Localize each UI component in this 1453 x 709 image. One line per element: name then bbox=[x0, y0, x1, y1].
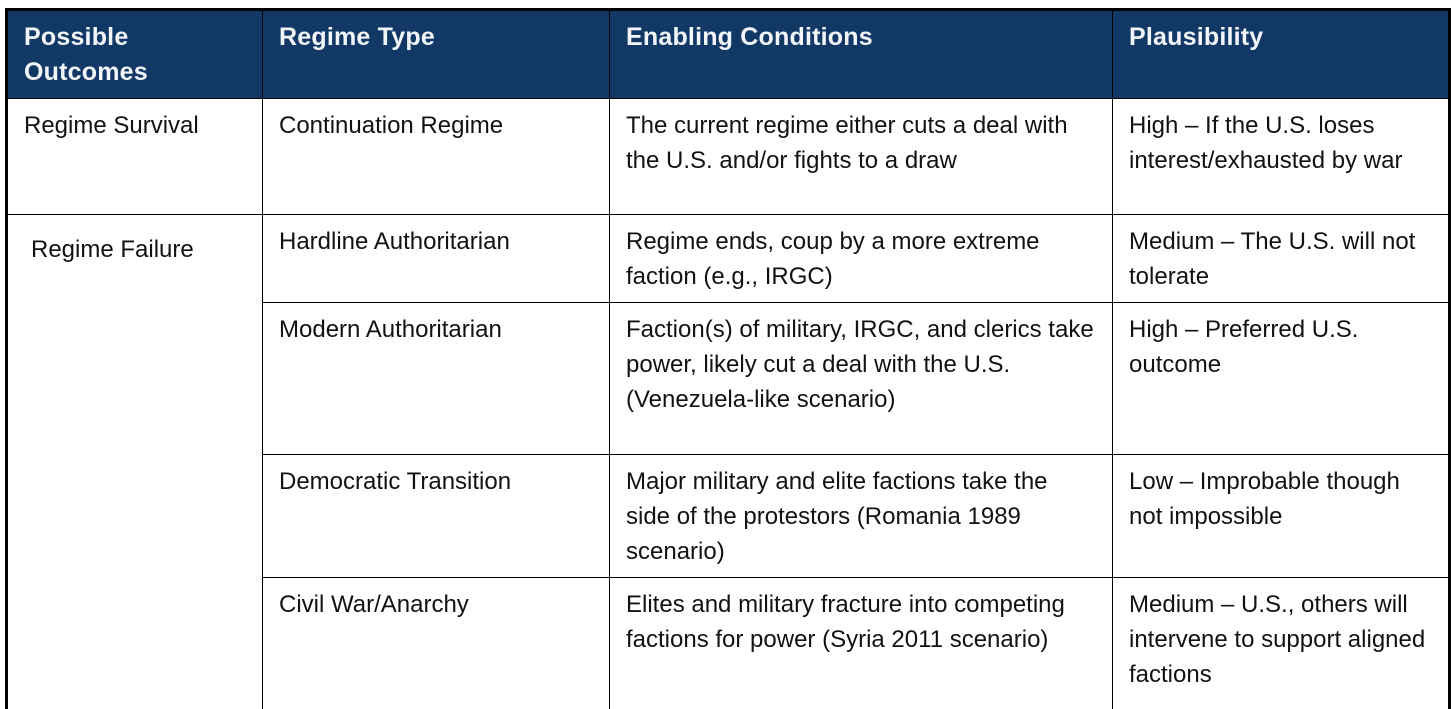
cell-plausibility: High – If the U.S. loses interest/exhaus… bbox=[1112, 98, 1450, 215]
table-header-row: Possible Outcomes Regime Type Enabling C… bbox=[6, 9, 1450, 99]
table-row-regime-survival: Regime Survival Continuation Regime The … bbox=[6, 98, 1450, 215]
table-row-hardline-authoritarian: Regime Failure Hardline Authoritarian Re… bbox=[6, 214, 1450, 709]
cell-plausibility: Low – Improbable though not impossible bbox=[1112, 454, 1450, 578]
cell-enabling-conditions: The current regime either cuts a deal wi… bbox=[609, 98, 1113, 215]
cell-possible-outcome-regime-failure: Regime Failure bbox=[6, 214, 263, 709]
cell-plausibility: High – Preferred U.S. outcome bbox=[1112, 302, 1450, 455]
column-header-possible-outcomes: Possible Outcomes bbox=[6, 9, 263, 99]
cell-enabling-conditions: Elites and military fracture into compet… bbox=[609, 577, 1113, 709]
cell-enabling-conditions: Faction(s) of military, IRGC, and cleric… bbox=[609, 302, 1113, 455]
table-row-modern-authoritarian: Modern Authoritarian Faction(s) of milit… bbox=[7, 302, 1450, 455]
cell-regime-type: Democratic Transition bbox=[262, 454, 610, 578]
table-row-civil-war-anarchy: Civil War/Anarchy Elites and military fr… bbox=[7, 577, 1450, 709]
cell-regime-type: Modern Authoritarian bbox=[262, 302, 610, 455]
cell-enabling-conditions: Regime ends, coup by a more extreme fact… bbox=[609, 214, 1113, 303]
cell-regime-type: Hardline Authoritarian bbox=[262, 214, 610, 303]
cell-enabling-conditions: Major military and elite factions take t… bbox=[609, 454, 1113, 578]
table-row-democratic-transition: Democratic Transition Major military and… bbox=[7, 454, 1450, 578]
cell-regime-type: Continuation Regime bbox=[262, 98, 610, 215]
column-header-enabling-conditions: Enabling Conditions bbox=[609, 9, 1113, 99]
cell-plausibility: Medium – U.S., others will intervene to … bbox=[1112, 577, 1450, 709]
regime-outcomes-table: Possible Outcomes Regime Type Enabling C… bbox=[5, 8, 1451, 709]
cell-plausibility: Medium – The U.S. will not tolerate bbox=[1112, 214, 1450, 303]
cell-possible-outcome: Regime Survival bbox=[6, 98, 263, 215]
column-header-regime-type: Regime Type bbox=[262, 9, 610, 99]
cell-regime-type: Civil War/Anarchy bbox=[262, 577, 610, 709]
column-header-plausibility: Plausibility bbox=[1112, 9, 1450, 99]
